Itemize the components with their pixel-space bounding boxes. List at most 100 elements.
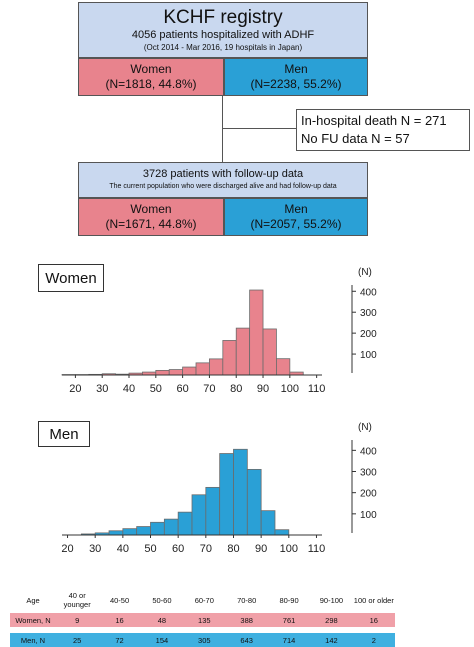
men-stats-top: (N=2238, 55.2%)	[250, 77, 342, 91]
women-cell: 135	[183, 613, 226, 627]
men-row-label: Men, N	[10, 633, 56, 647]
men-cell: 714	[267, 633, 311, 647]
x-tick-label: 60	[176, 383, 188, 395]
histogram-bar	[205, 486, 221, 536]
followup-subtitle: The current population who were discharg…	[109, 183, 337, 190]
registry-title: KCHF registry	[163, 7, 283, 28]
registry-subtitle: 4056 patients hospitalized with ADHF	[131, 29, 315, 41]
x-tick-label: 100	[280, 543, 298, 555]
x-tick-label: 20	[69, 383, 81, 395]
men-label-top: Men	[284, 62, 308, 76]
histogram-bar	[108, 530, 124, 536]
men-histogram: 20 30 40 50 60 70 80 90 100 110 100 200 300 400 (N)	[61, 422, 377, 555]
y-tick-label: 400	[360, 287, 377, 298]
women-cell: 388	[225, 613, 268, 627]
histogram-bar	[274, 529, 290, 536]
women-histogram: 20 30 40 50 60 70 80 90 100 110 100 200 300 400 (N)	[61, 267, 377, 395]
histogram-bar	[163, 518, 179, 536]
age-col: 40 or younger	[63, 591, 91, 609]
women-cell: 9	[56, 613, 99, 627]
x-tick-label: 60	[172, 543, 184, 555]
y-axis-unit-label: (N)	[358, 267, 372, 278]
x-tick-label: 40	[117, 543, 129, 555]
exclusion-death: In-hospital death N = 271	[301, 113, 447, 128]
y-tick-label: 200	[360, 329, 377, 340]
age-col: 100 or older	[353, 595, 394, 605]
age-col: 90-100	[319, 595, 344, 605]
men-cell: 305	[183, 633, 226, 647]
histogram-bar	[222, 340, 237, 376]
registry-period: (Oct 2014 - Mar 2016, 19 hospitals in Ja…	[143, 43, 303, 52]
women-cell: 298	[310, 613, 353, 627]
histogram-bar	[195, 362, 210, 376]
histogram-bar	[182, 366, 197, 376]
x-tick-label: 110	[308, 383, 326, 395]
women-chart-label: Women	[38, 264, 104, 292]
x-tick-label: 40	[123, 383, 135, 395]
age-header-row: Age 40 or younger 40-50 50-60 60-70 70-8…	[10, 587, 395, 613]
x-tick-label: 90	[255, 543, 267, 555]
x-tick-label: 20	[61, 543, 73, 555]
age-col: 60-70	[194, 595, 214, 605]
histogram-bar	[136, 526, 151, 536]
y-tick-label: 400	[360, 446, 377, 457]
women-stats-top: (N=1818, 44.8%)	[105, 77, 197, 91]
exclusion-no-fu: No FU data N = 57	[301, 131, 410, 146]
age-col: 40-50	[109, 595, 130, 605]
connector-horizontal	[222, 128, 296, 130]
age-col: 50-60	[152, 595, 172, 605]
y-tick-label: 300	[360, 308, 377, 319]
histogram-bar	[233, 448, 248, 536]
men-stats-bottom: (N=2057, 55.2%)	[250, 217, 342, 231]
histogram-bar	[249, 289, 264, 376]
men-cell: 72	[98, 633, 141, 647]
histogram-bar	[219, 453, 234, 536]
women-cell: 761	[267, 613, 311, 627]
women-label-top: Women	[130, 62, 172, 76]
histogram-svg: 20 30 40 50 60 70 80 90 100 110 100 200 300 400 (N) 20…	[61, 267, 377, 555]
women-row-label: Women, N	[10, 613, 56, 627]
x-tick-label: 90	[257, 383, 269, 395]
histogram-bar	[276, 358, 291, 376]
histogram-bar	[209, 358, 224, 376]
x-tick-label: 50	[144, 543, 156, 555]
women-cell: 16	[352, 613, 395, 627]
women-row: Women, N 9 16 48 135 388 761 298 16	[10, 613, 395, 627]
men-cell: 2	[352, 633, 395, 647]
histogram-bar	[262, 328, 277, 376]
y-tick-label: 200	[360, 489, 377, 500]
x-tick-label: 70	[200, 543, 212, 555]
y-tick-label: 100	[360, 350, 377, 361]
x-tick-label: 50	[150, 383, 162, 395]
men-box-top: Men (N=2238, 55.2%)	[224, 58, 368, 96]
x-tick-label: 100	[281, 383, 299, 395]
age-col: 80-90	[279, 595, 299, 605]
men-box-bottom: Men (N=2057, 55.2%)	[224, 198, 368, 236]
histogram-bar	[191, 494, 207, 536]
histogram-bar	[168, 369, 184, 376]
age-table: Age 40 or younger 40-50 50-60 60-70 70-8…	[10, 587, 395, 647]
registry-header-box: KCHF registry 4056 patients hospitalized…	[78, 2, 368, 58]
women-cell: 48	[140, 613, 184, 627]
followup-title: 3728 patients with follow-up data	[142, 168, 304, 180]
women-label-bottom: Women	[130, 202, 172, 216]
men-label-bottom: Men	[284, 202, 308, 216]
histogram-bar	[155, 369, 170, 376]
followup-box: 3728 patients with follow-up data The cu…	[78, 162, 368, 198]
histogram-bar	[150, 521, 165, 536]
men-cell: 643	[225, 633, 268, 647]
exclusions-box: In-hospital death N = 271 No FU data N =…	[296, 109, 470, 151]
y-axis-unit-label: (N)	[358, 422, 372, 433]
women-box-top: Women (N=1818, 44.8%)	[78, 58, 224, 96]
men-cell: 154	[140, 633, 184, 647]
y-tick-label: 300	[360, 468, 377, 479]
histogram-bar	[177, 511, 193, 536]
men-chart-label: Men	[38, 421, 90, 447]
histogram-bar	[260, 510, 276, 536]
x-tick-label: 110	[308, 543, 326, 555]
x-tick-label: 30	[89, 543, 101, 555]
histogram-bar	[122, 528, 138, 536]
men-row: Men, N 25 72 154 305 643 714 142 2	[10, 633, 395, 647]
x-tick-label: 70	[203, 383, 215, 395]
histogram-bar	[246, 468, 262, 536]
